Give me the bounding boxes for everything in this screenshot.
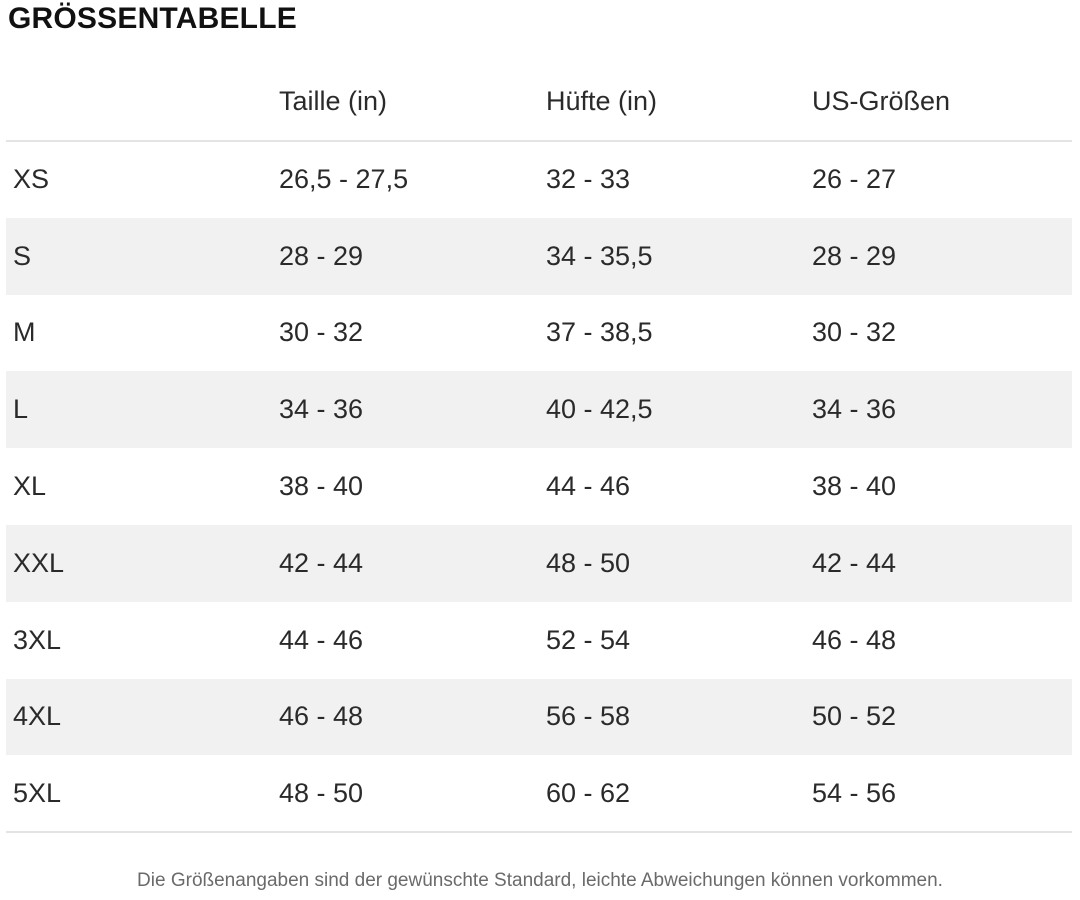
hip-cell: 40 - 42,5 [546,394,653,425]
waist-cell: 34 - 36 [279,394,364,425]
header-waist: Taille (in) [279,86,388,116]
table-row: 3XL 44 - 46 52 - 54 46 - 48 [6,602,1072,679]
size-cell: 4XL [13,701,62,732]
hip-cell: 48 - 50 [546,547,631,578]
waist-cell: 30 - 32 [279,317,364,348]
table-row: M 30 - 32 37 - 38,5 30 - 32 [6,295,1072,372]
header-us-size: US-Größen [812,86,951,116]
waist-cell: 42 - 44 [279,547,364,578]
table-row: L 34 - 36 40 - 42,5 34 - 36 [6,371,1072,449]
table-body: XS 26,5 - 27,5 32 - 33 26 - 27 S 28 - 29… [6,141,1072,833]
table-row: 4XL 46 - 48 56 - 58 50 - 52 [6,678,1072,756]
size-cell: L [13,394,29,425]
page-title: GRÖSSENTABELLE [8,2,297,35]
hip-cell: 37 - 38,5 [546,317,653,348]
us-size-cell: 26 - 27 [812,164,897,195]
size-cell: XXL [13,547,65,578]
waist-cell: 44 - 46 [279,624,364,655]
header-size [6,63,272,141]
size-cell: M [13,317,36,348]
size-cell: 5XL [13,777,62,808]
header-row: Taille (in) Hüfte (in) US-Größen [6,63,1072,141]
waist-cell: 28 - 29 [279,240,364,271]
us-size-cell: 50 - 52 [812,701,897,732]
us-size-cell: 34 - 36 [812,394,897,425]
us-size-cell: 38 - 40 [812,471,897,502]
table-header: Taille (in) Hüfte (in) US-Größen [6,63,1072,141]
table-row: S 28 - 29 34 - 35,5 28 - 29 [6,217,1072,295]
waist-cell: 48 - 50 [279,777,364,808]
hip-cell: 32 - 33 [546,164,631,195]
size-cell: S [13,240,32,271]
hip-cell: 60 - 62 [546,777,631,808]
table-row: XS 26,5 - 27,5 32 - 33 26 - 27 [6,141,1072,218]
table-row: 5XL 48 - 50 60 - 62 54 - 56 [6,755,1072,833]
waist-cell: 26,5 - 27,5 [279,164,409,195]
footnote-disclaimer: Die Größenangaben sind der gewünschte St… [137,870,943,891]
hip-cell: 44 - 46 [546,471,631,502]
size-cell: 3XL [13,624,62,655]
size-cell: XL [13,471,47,502]
table-row: XL 38 - 40 44 - 46 38 - 40 [6,448,1072,525]
hip-cell: 56 - 58 [546,701,631,732]
us-size-cell: 54 - 56 [812,777,897,808]
header-hip: Hüfte (in) [546,86,658,116]
us-size-cell: 42 - 44 [812,547,897,578]
us-size-cell: 46 - 48 [812,624,897,655]
us-size-cell: 28 - 29 [812,240,897,271]
size-chart-table: Taille (in) Hüfte (in) US-Größen XS 26,5… [6,63,1072,833]
waist-cell: 46 - 48 [279,701,364,732]
waist-cell: 38 - 40 [279,471,364,502]
size-cell: XS [13,164,50,195]
hip-cell: 52 - 54 [546,624,631,655]
table-row: XXL 42 - 44 48 - 50 42 - 44 [6,524,1072,602]
hip-cell: 34 - 35,5 [546,240,653,271]
us-size-cell: 30 - 32 [812,317,897,348]
